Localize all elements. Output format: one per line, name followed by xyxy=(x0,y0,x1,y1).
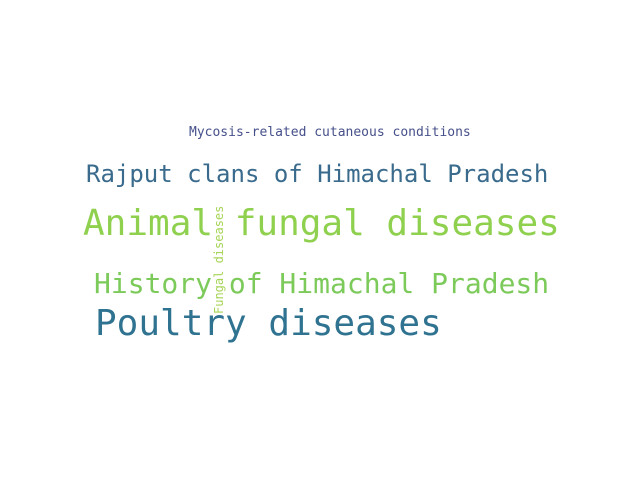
word-mycosis-related-cutaneous-conditions: Mycosis-related cutaneous conditions xyxy=(189,125,471,140)
word-rajput-clans-of-himachal-pradesh: Rajput clans of Himachal Pradesh xyxy=(86,160,549,188)
word-history-of-himachal-pradesh: History of Himachal Pradesh xyxy=(94,267,550,300)
word-animal-fungal-diseases: Animal fungal diseases xyxy=(83,203,560,244)
word-poultry-diseases: Poultry diseases xyxy=(95,303,442,344)
word-fungal-diseases: Fungal diseases xyxy=(212,205,226,314)
